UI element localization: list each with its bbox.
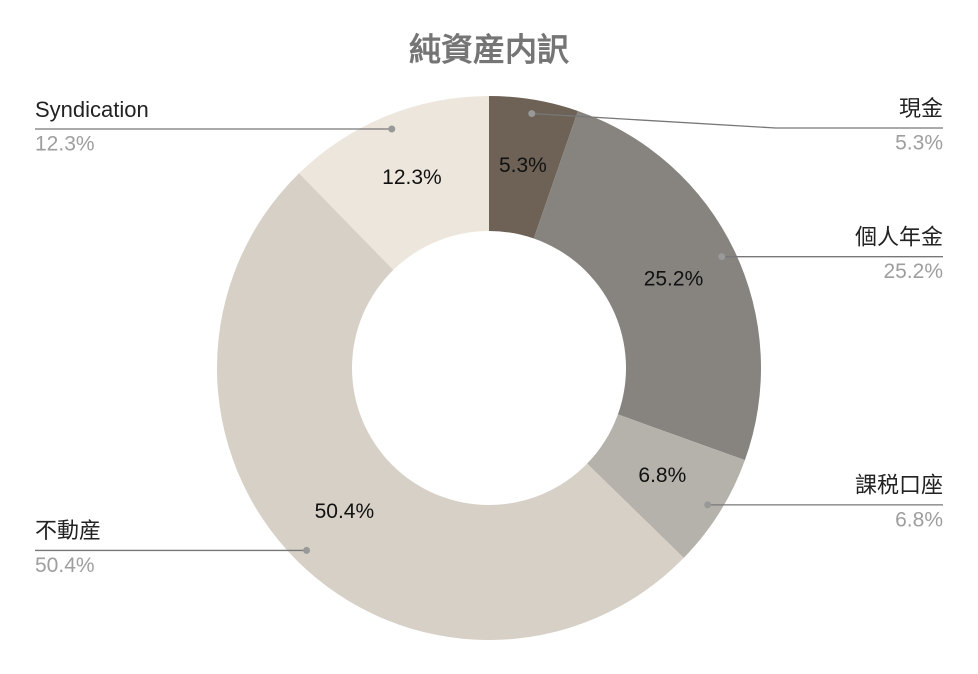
segment-label: 50.4% xyxy=(315,500,375,523)
legend-value: 5.3% xyxy=(895,132,943,155)
legend-name: 個人年金 xyxy=(855,224,943,249)
legend-name: 課税口座 xyxy=(855,473,943,498)
legend-name: 不動産 xyxy=(35,518,101,543)
leader-dot xyxy=(388,125,396,133)
segment-label: 12.3% xyxy=(382,166,442,189)
donut-segment xyxy=(299,96,489,270)
donut-segment xyxy=(489,96,578,239)
chart-title: 純資産内訳 xyxy=(409,31,570,67)
legend-name: 現金 xyxy=(899,96,943,121)
leader-dot xyxy=(718,253,726,261)
donut-segment xyxy=(587,414,745,558)
legend-value: 25.2% xyxy=(883,260,943,283)
legend-value: 12.3% xyxy=(35,133,95,156)
donut-segment xyxy=(217,173,684,640)
segment-label: 25.2% xyxy=(644,267,704,290)
legend-value: 50.4% xyxy=(35,554,95,577)
donut-segment xyxy=(533,110,761,461)
leader-dot xyxy=(303,546,311,554)
segment-label: 5.3% xyxy=(499,154,547,177)
leader-dot xyxy=(704,501,712,509)
legend-value: 6.8% xyxy=(895,508,943,531)
leader-dot xyxy=(528,110,536,118)
legend-name: Syndication xyxy=(35,97,149,122)
segment-label: 6.8% xyxy=(638,464,686,487)
leader-line xyxy=(531,112,943,129)
